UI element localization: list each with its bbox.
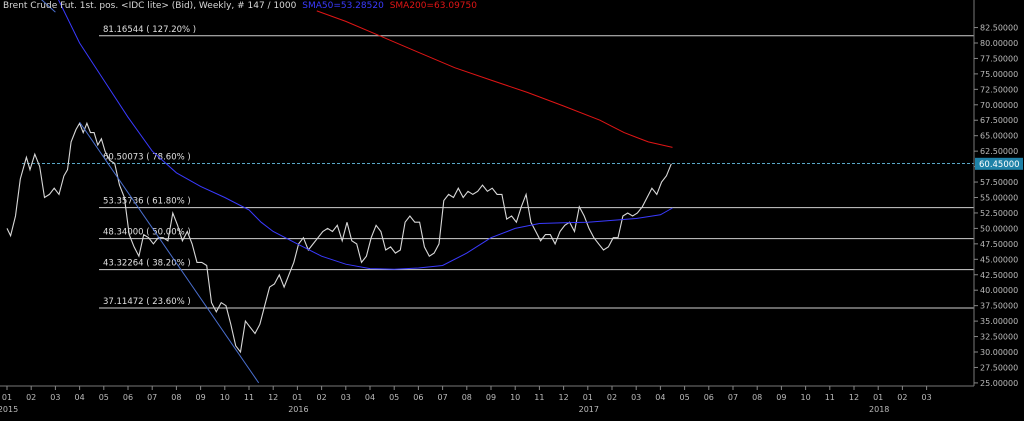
y-tick-label: 67.50000 xyxy=(980,116,1018,125)
series-line-trendline-lower xyxy=(79,121,260,384)
x-tick-label: 04 xyxy=(365,393,375,402)
y-tick-label: 55.00000 xyxy=(980,194,1018,203)
fib-level-label: 53.35736 ( 61.80% ) xyxy=(103,197,191,207)
x-tick-label: 01 xyxy=(2,393,12,402)
y-tick-label: 82.50000 xyxy=(980,24,1018,33)
fib-level-label: 48.34000 ( 50.00% ) xyxy=(103,228,191,238)
y-tick-label: 62.50000 xyxy=(980,147,1018,156)
x-tick-label: 11 xyxy=(825,393,835,402)
y-tick-label: 32.50000 xyxy=(980,333,1018,342)
y-tick-label: 25.00000 xyxy=(980,379,1018,388)
y-tick-label: 47.50000 xyxy=(980,240,1018,249)
y-tick-label: 52.50000 xyxy=(980,209,1018,218)
x-tick-label: 08 xyxy=(752,393,762,402)
x-year-label: 2018 xyxy=(869,405,889,414)
x-tick-label: 02 xyxy=(607,393,617,402)
x-tick-label: 11 xyxy=(244,393,254,402)
x-tick-label: 08 xyxy=(171,393,181,402)
y-tick-label: 40.00000 xyxy=(980,286,1018,295)
sma50-label: SMA50=53.28520 xyxy=(302,1,384,11)
x-year-label: 2017 xyxy=(579,405,599,414)
y-tick-label: 70.00000 xyxy=(980,101,1018,110)
y-tick-label: 65.00000 xyxy=(980,132,1018,141)
fib-level-label: 81.16544 ( 127.20% ) xyxy=(103,25,196,35)
series-line-brent-crude-fut-1st-pos- xyxy=(6,121,672,354)
y-tick-label: 80.00000 xyxy=(980,39,1018,48)
x-tick-label: 02 xyxy=(317,393,327,402)
last-price-label: 60.45000 xyxy=(979,160,1020,170)
y-tick-label: 50.00000 xyxy=(980,224,1018,233)
x-tick-label: 10 xyxy=(801,393,811,402)
y-tick-label: 30.00000 xyxy=(980,348,1018,357)
series-layer xyxy=(6,0,673,384)
x-tick-label: 03 xyxy=(922,393,932,402)
y-tick-label: 72.50000 xyxy=(980,85,1018,94)
x-tick-label: 09 xyxy=(776,393,786,402)
x-tick-label: 11 xyxy=(534,393,544,402)
x-tick-label: 02 xyxy=(897,393,907,402)
x-year-label: 2015 xyxy=(0,405,18,414)
x-tick-label: 05 xyxy=(680,393,690,402)
x-tick-label: 03 xyxy=(50,393,60,402)
y-tick-label: 77.50000 xyxy=(980,54,1018,63)
x-tick-label: 07 xyxy=(147,393,157,402)
instrument-title: Brent Crude Fut. 1st. pos. <IDC lite> (B… xyxy=(3,1,297,11)
x-year-label: 2016 xyxy=(288,405,308,414)
x-tick-label: 04 xyxy=(75,393,85,402)
x-tick-label: 12 xyxy=(849,393,859,402)
x-tick-label: 01 xyxy=(583,393,593,402)
x-tick-label: 08 xyxy=(462,393,472,402)
x-tick-label: 09 xyxy=(486,393,496,402)
y-tick-label: 27.50000 xyxy=(980,363,1018,372)
x-tick-label: 06 xyxy=(123,393,133,402)
x-tick-label: 06 xyxy=(704,393,714,402)
x-tick-label: 06 xyxy=(413,393,423,402)
x-tick-label: 12 xyxy=(559,393,569,402)
x-tick-label: 01 xyxy=(873,393,883,402)
x-tick-label: 05 xyxy=(99,393,109,402)
x-tick-label: 10 xyxy=(220,393,230,402)
x-tick-label: 03 xyxy=(341,393,351,402)
fib-level-label: 60.50073 ( 78.60% ) xyxy=(103,153,191,163)
x-tick-label: 02 xyxy=(26,393,36,402)
fib-level-label: 37.11472 ( 23.60% ) xyxy=(103,297,191,307)
x-tick-label: 03 xyxy=(631,393,641,402)
y-tick-label: 42.50000 xyxy=(980,271,1018,280)
chart-header: Brent Crude Fut. 1st. pos. <IDC lite> (B… xyxy=(3,1,480,11)
series-line-sma200 xyxy=(316,10,673,148)
y-tick-label: 75.00000 xyxy=(980,70,1018,79)
x-tick-label: 01 xyxy=(292,393,302,402)
y-tick-label: 37.50000 xyxy=(980,302,1018,311)
y-tick-label: 45.00000 xyxy=(980,255,1018,264)
x-tick-label: 04 xyxy=(655,393,665,402)
x-tick-label: 07 xyxy=(728,393,738,402)
x-tick-label: 07 xyxy=(438,393,448,402)
x-tick-label: 05 xyxy=(389,393,399,402)
series-line-trendline-upper xyxy=(41,0,56,13)
sma200-label: SMA200=63.09750 xyxy=(389,1,477,11)
fib-level-label: 43.32264 ( 38.20% ) xyxy=(103,259,191,269)
last-price-marker xyxy=(975,157,1023,170)
x-tick-label: 09 xyxy=(196,393,206,402)
series-line-sma50 xyxy=(58,0,673,270)
x-tick-label: 12 xyxy=(268,393,278,402)
y-tick-label: 57.50000 xyxy=(980,178,1018,187)
x-tick-label: 10 xyxy=(510,393,520,402)
y-tick-label: 35.00000 xyxy=(980,317,1018,326)
